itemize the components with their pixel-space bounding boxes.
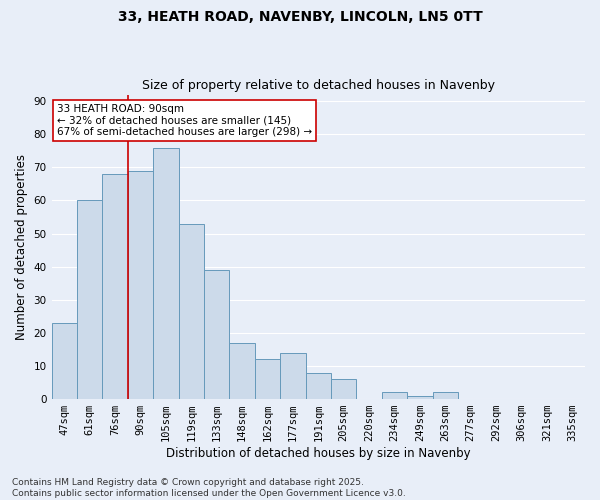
Bar (382, 392, 407, 399)
Text: 33 HEATH ROAD: 90sqm
← 32% of detached houses are smaller (145)
67% of semi-deta: 33 HEATH ROAD: 90sqm ← 32% of detached h… (57, 104, 312, 137)
Text: 33, HEATH ROAD, NAVENBY, LINCOLN, LN5 0TT: 33, HEATH ROAD, NAVENBY, LINCOLN, LN5 0T… (118, 10, 482, 24)
Bar (204, 270, 229, 399)
X-axis label: Distribution of detached houses by size in Navenby: Distribution of detached houses by size … (166, 447, 470, 460)
Text: Contains HM Land Registry data © Crown copyright and database right 2025.
Contai: Contains HM Land Registry data © Crown c… (12, 478, 406, 498)
Bar (77, 200, 103, 399)
Title: Size of property relative to detached houses in Navenby: Size of property relative to detached ho… (142, 79, 495, 92)
Y-axis label: Number of detached properties: Number of detached properties (15, 154, 28, 340)
Bar (407, 396, 433, 399)
Bar (128, 170, 153, 399)
Bar (433, 392, 458, 399)
Bar (179, 224, 204, 399)
Bar (305, 372, 331, 399)
Bar (229, 343, 255, 399)
Bar (153, 148, 179, 399)
Bar (280, 352, 305, 399)
Bar (103, 174, 128, 399)
Bar (331, 379, 356, 399)
Bar (255, 360, 280, 399)
Bar (52, 323, 77, 399)
